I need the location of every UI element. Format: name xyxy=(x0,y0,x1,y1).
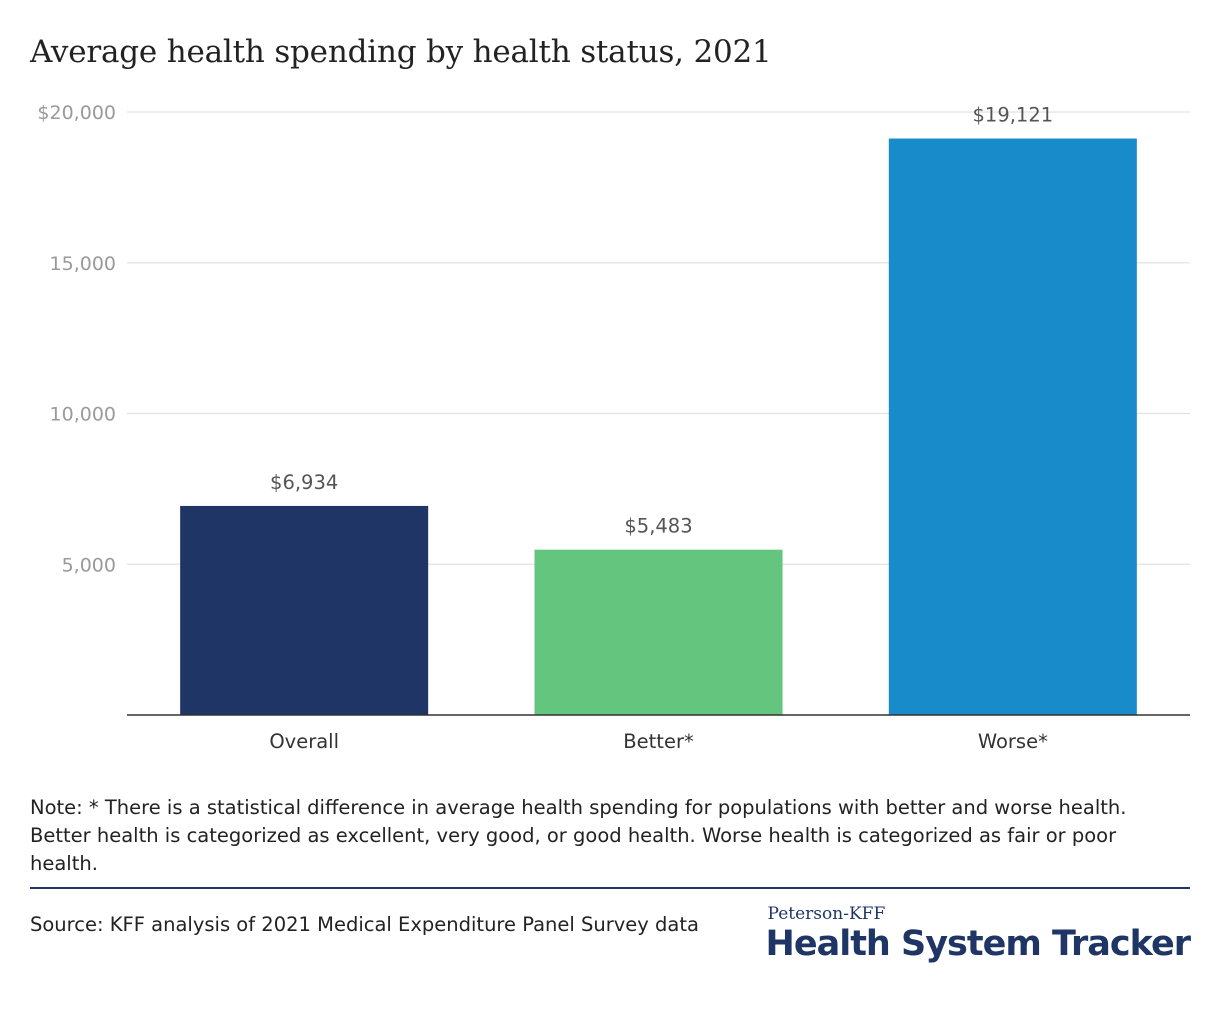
footer-divider xyxy=(30,887,1190,889)
bar-chart: 5,000 10,000 15,000 $20,000 $6,934 $5,483 $19… xyxy=(37,102,1190,753)
bars xyxy=(180,138,1137,716)
x-category-label: Worse* xyxy=(978,730,1048,753)
logo-main-text: Health System Tracker xyxy=(765,924,1191,964)
data-labels: $6,934 $5,483 $19,121 xyxy=(270,104,1053,538)
y-tick-label: 15,000 xyxy=(50,253,116,275)
logo: Peterson-KFF Health System Tracker xyxy=(765,904,1191,964)
chart-note: Note: * There is a statistical differenc… xyxy=(30,796,1127,875)
x-axis-categories: Overall Better* Worse* xyxy=(269,730,1048,753)
data-label: $5,483 xyxy=(624,515,692,538)
data-label: $6,934 xyxy=(270,471,338,494)
data-label: $19,121 xyxy=(973,104,1054,127)
x-category-label: Better* xyxy=(623,730,694,753)
y-tick-label: $20,000 xyxy=(37,102,116,124)
bar xyxy=(180,505,429,715)
bar xyxy=(888,138,1137,716)
chart-title: Average health spending by health status… xyxy=(30,34,772,70)
bar xyxy=(534,549,783,715)
logo-top-text: Peterson-KFF xyxy=(767,904,886,924)
x-category-label: Overall xyxy=(269,730,339,753)
y-tick-label: 5,000 xyxy=(62,554,116,576)
chart-source: Source: KFF analysis of 2021 Medical Exp… xyxy=(30,913,699,936)
y-axis-ticks: 5,000 10,000 15,000 $20,000 xyxy=(37,102,116,576)
y-tick-label: 10,000 xyxy=(50,404,116,426)
